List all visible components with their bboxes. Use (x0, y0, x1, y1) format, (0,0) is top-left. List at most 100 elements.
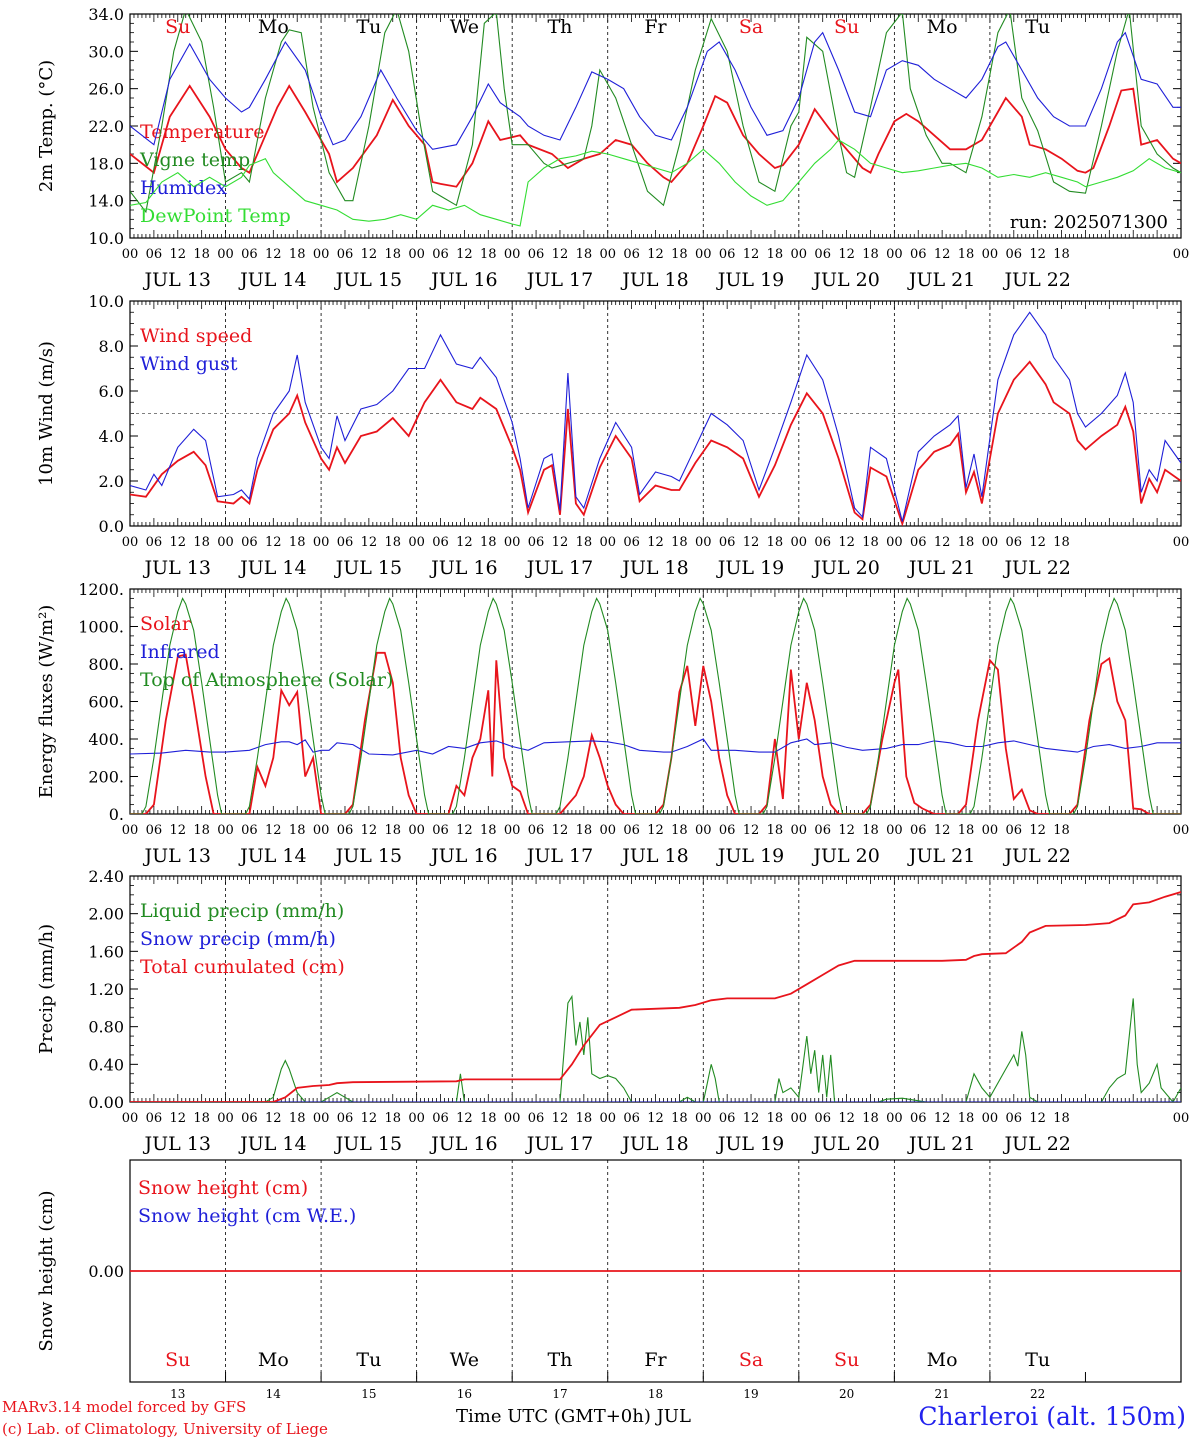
hour-label: 12 (647, 1111, 664, 1126)
hour-label: 06 (623, 1111, 640, 1126)
day-number: 19 (743, 1387, 758, 1401)
hour-label: 18 (767, 823, 784, 838)
y-tick-label: 1000. (78, 618, 124, 637)
series-line-dewpoint-temp (130, 139, 1181, 227)
date-label: JUL 17 (525, 557, 593, 579)
hour-label: 12 (361, 823, 378, 838)
hour-label: 00 (791, 247, 808, 262)
hour-label: 18 (576, 247, 593, 262)
hour-label: 12 (838, 823, 855, 838)
hour-label: 00 (982, 823, 999, 838)
hour-label: 18 (480, 1111, 497, 1126)
hour-label: 00 (695, 823, 712, 838)
hour-label: 12 (934, 823, 951, 838)
date-label: JUL 20 (811, 1133, 879, 1155)
series-line-wind-gust (130, 311, 1181, 522)
hour-label: 06 (1006, 823, 1023, 838)
y-tick-label: 22.0 (88, 117, 124, 136)
date-label: JUL 21 (907, 557, 975, 579)
y-tick-label: 1.20 (88, 980, 124, 999)
hour-label: 12 (552, 247, 569, 262)
series-line-liquid-precip-mm-h- (130, 994, 1181, 1102)
date-label: JUL 21 (907, 1133, 975, 1155)
y-tick-label: 2.00 (88, 905, 124, 924)
y-tick-label: 34.0 (88, 5, 124, 24)
date-label: JUL 13 (143, 269, 211, 291)
hour-label: 06 (146, 535, 163, 550)
hour-label: 18 (958, 1111, 975, 1126)
y-tick-label: 10.0 (88, 292, 124, 311)
y-tick-label: 0.40 (88, 1055, 124, 1074)
hour-label: 06 (432, 247, 449, 262)
hour-label: 06 (337, 535, 354, 550)
date-label: JUL 15 (334, 1133, 402, 1155)
day-number: 18 (648, 1387, 663, 1401)
series-line-total-cumulated-cm- (130, 891, 1181, 1102)
hour-label: 00 (504, 1111, 521, 1126)
legend-entry: Top of Atmosphere (Solar) (140, 669, 393, 691)
series-line-wind-speed (130, 360, 1181, 526)
hour-label: 12 (361, 535, 378, 550)
hour-label: 06 (910, 247, 927, 262)
hour-label: 18 (958, 823, 975, 838)
y-tick-label: 0.80 (88, 1018, 124, 1037)
y-tick-label: 2.0 (99, 472, 124, 491)
hour-label: 00 (791, 1111, 808, 1126)
hour-label: 18 (384, 823, 401, 838)
hour-label: 12 (169, 247, 186, 262)
legend-entry: Snow height (cm W.E.) (138, 1205, 356, 1227)
date-label: JUL 13 (143, 1133, 211, 1155)
date-label: JUL 17 (525, 1133, 593, 1155)
hour-label: 06 (814, 823, 831, 838)
date-label: JUL 16 (429, 557, 497, 579)
hour-label: 12 (838, 535, 855, 550)
hour-label: 18 (671, 535, 688, 550)
hour-label: 00 (408, 823, 425, 838)
hour-label: 12 (1029, 823, 1046, 838)
weekday-label: Sa (739, 1349, 763, 1371)
y-tick-label: 14.0 (88, 192, 124, 211)
date-label: JUL 14 (238, 845, 306, 867)
y-tick-label: 600. (88, 693, 124, 712)
weekday-label: Mo (927, 1349, 958, 1371)
weekday-label: Su (834, 16, 859, 38)
hour-label: 12 (647, 247, 664, 262)
day-number: 17 (552, 1387, 567, 1401)
weekday-label: Fr (644, 1349, 667, 1371)
hour-label: 12 (743, 247, 760, 262)
hour-label: 18 (576, 1111, 593, 1126)
day-number: 16 (457, 1387, 472, 1401)
day-number: 22 (1030, 1387, 1045, 1401)
hour-label: 06 (910, 1111, 927, 1126)
date-label: JUL 22 (1002, 845, 1070, 867)
y-tick-label: 0.00 (88, 1093, 124, 1112)
hour-label: 00 (599, 535, 616, 550)
hour-label: 00 (982, 535, 999, 550)
hour-label: 00 (1173, 823, 1190, 838)
date-label: JUL 20 (811, 269, 879, 291)
y-tick-label: 200. (88, 768, 124, 787)
hour-label: 18 (1053, 535, 1070, 550)
hour-label: 00 (313, 823, 330, 838)
hour-label: 06 (719, 535, 736, 550)
hour-label: 00 (695, 247, 712, 262)
hour-label: 18 (193, 823, 210, 838)
date-label: JUL 16 (429, 269, 497, 291)
hour-label: 00 (217, 1111, 234, 1126)
hour-label: 06 (814, 1111, 831, 1126)
date-label: JUL 13 (143, 845, 211, 867)
hour-label: 12 (361, 247, 378, 262)
hour-label: 00 (886, 247, 903, 262)
hour-label: 00 (695, 535, 712, 550)
hour-label: 00 (122, 1111, 139, 1126)
hour-label: 18 (289, 247, 306, 262)
y-tick-label: 8.0 (99, 337, 124, 356)
hour-label: 12 (361, 1111, 378, 1126)
hour-label: 18 (193, 1111, 210, 1126)
hour-label: 06 (432, 1111, 449, 1126)
hour-label: 12 (265, 823, 282, 838)
hour-label: 06 (1006, 1111, 1023, 1126)
hour-label: 00 (313, 1111, 330, 1126)
hour-label: 06 (814, 247, 831, 262)
hour-label: 06 (146, 1111, 163, 1126)
